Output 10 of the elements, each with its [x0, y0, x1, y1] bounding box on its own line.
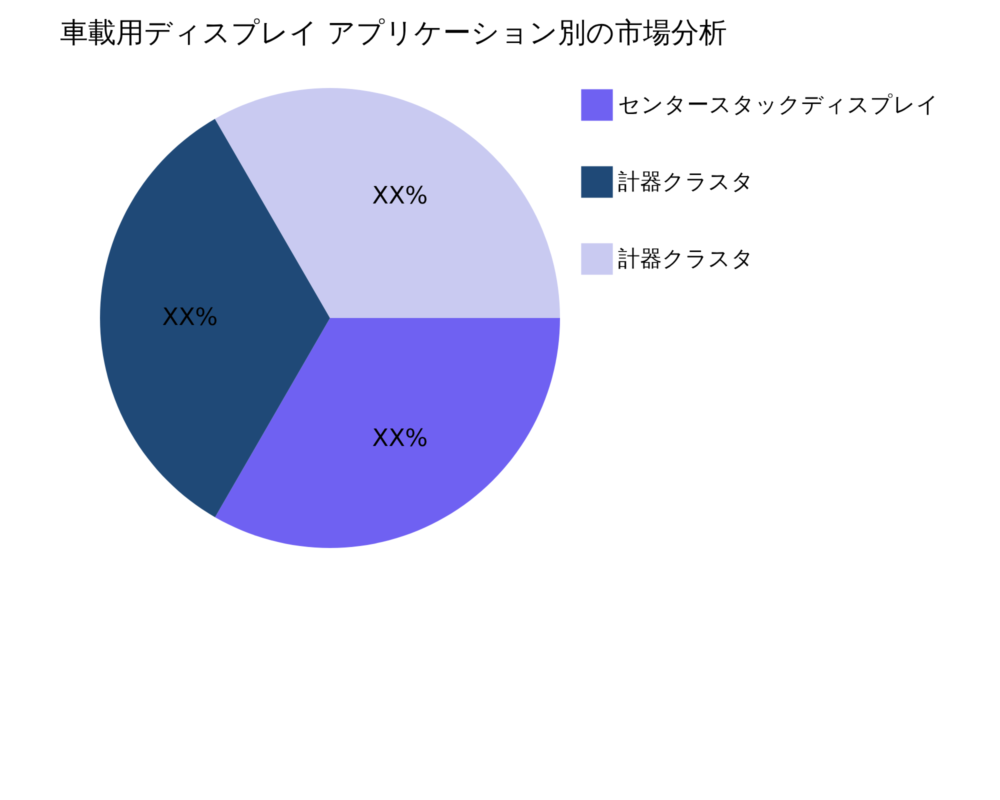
pie-slice: [215, 318, 560, 548]
data-label: XX%: [372, 182, 428, 210]
chart-title: 車載用ディスプレイ アプリケーション別の市場分析: [60, 16, 727, 49]
data-label: XX%: [372, 424, 428, 452]
pie-slice: [100, 118, 330, 518]
legend-label: 計器クラスタ: [618, 247, 754, 272]
data-label: XX%: [162, 303, 218, 332]
legend-label: センタースタックディスプレイ: [618, 93, 939, 118]
legend-label: 計器クラスタ: [618, 170, 754, 195]
pie-slice: [214, 88, 560, 318]
